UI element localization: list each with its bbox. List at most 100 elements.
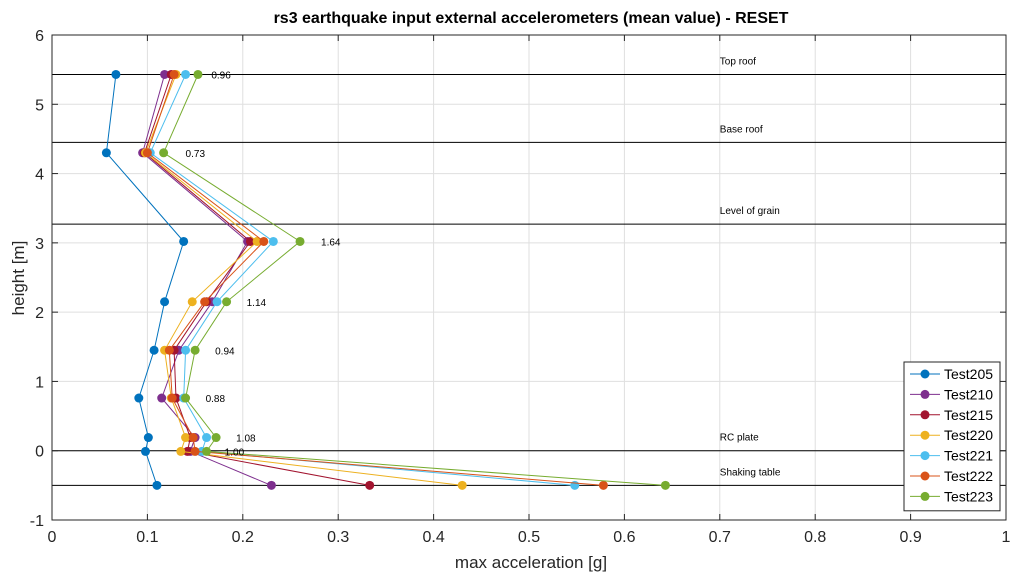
data-point — [259, 236, 269, 246]
data-point — [365, 480, 375, 490]
x-axis-label: max acceleration [g] — [455, 553, 607, 572]
reference-lines: Top roof Base roof Level of grain RC plate S… — [52, 56, 1006, 486]
data-point — [598, 480, 608, 490]
ratio-label: 1.00 — [225, 447, 245, 458]
legend-label: Test223 — [944, 488, 993, 504]
x-tick-label: 0.3 — [327, 529, 349, 546]
ratio-label: 0.88 — [206, 394, 226, 405]
y-tick-label: 5 — [35, 97, 44, 114]
ratio-label: 1.08 — [236, 434, 256, 445]
y-tick-label: 1 — [35, 374, 44, 391]
legend-label: Test222 — [944, 468, 993, 484]
data-point — [143, 433, 153, 443]
data-point — [211, 433, 221, 443]
data-point — [187, 297, 197, 307]
y-tick-label: 0 — [35, 444, 44, 461]
data-point — [160, 297, 170, 307]
legend-marker — [920, 369, 930, 379]
legend[interactable]: Test205 Test210 Test215 Test220 Test221 Test2… — [903, 361, 1001, 512]
data-point — [245, 236, 255, 246]
y-tick-label: 2 — [35, 305, 44, 322]
series-group — [101, 69, 670, 490]
legend-label: Test210 — [944, 386, 993, 402]
legend-item: Test210 — [910, 386, 993, 402]
data-point — [202, 446, 212, 456]
legend-marker — [920, 471, 930, 481]
data-point — [222, 297, 232, 307]
x-tick-label: 0.4 — [422, 529, 444, 546]
data-point — [149, 345, 159, 355]
legend-item: Test223 — [910, 488, 993, 504]
x-tick-label: 0.6 — [613, 529, 635, 546]
data-point — [295, 236, 305, 246]
ratio-label: 0.73 — [186, 149, 206, 160]
data-point — [181, 69, 191, 79]
legend-item: Test205 — [910, 366, 993, 382]
legend-label: Test205 — [944, 366, 993, 382]
data-point — [176, 446, 186, 456]
y-tick-label: 6 — [35, 28, 44, 45]
reference-line-label: Base roof — [720, 124, 763, 135]
x-tick-label: 0 — [48, 529, 57, 546]
data-point — [164, 345, 174, 355]
series-test222 — [142, 69, 608, 490]
ratio-label: 1.64 — [321, 237, 341, 248]
data-point — [190, 446, 200, 456]
ratio-label: 0.96 — [211, 70, 231, 81]
data-point — [182, 446, 192, 456]
legend-marker — [920, 430, 930, 440]
data-point — [157, 393, 167, 403]
ratio-annotations: 0.96 0.73 1.64 1.14 0.94 0.88 1.08 1.00 — [186, 70, 341, 458]
data-point — [101, 148, 111, 158]
x-tick-label: 0.7 — [709, 529, 731, 546]
data-point — [181, 345, 191, 355]
data-point — [202, 433, 212, 443]
data-point — [152, 480, 162, 490]
legend-marker — [920, 389, 930, 399]
data-point — [160, 69, 170, 79]
legend-marker — [920, 410, 930, 420]
data-point — [193, 69, 203, 79]
reference-line-label: RC plate — [720, 433, 759, 444]
y-tick-label: -1 — [30, 513, 44, 530]
legend-marker — [920, 451, 930, 461]
legend-item: Test221 — [910, 448, 993, 464]
x-tick-label: 0.2 — [232, 529, 254, 546]
y-axis-label: height [m] — [9, 241, 28, 316]
data-point — [134, 393, 144, 403]
x-tick-label: 0.1 — [136, 529, 158, 546]
chart-title: rs3 earthquake input external accelerome… — [274, 10, 789, 27]
data-point — [200, 297, 210, 307]
data-point — [268, 236, 278, 246]
reference-line-label: Level of grain — [720, 206, 780, 217]
data-point — [190, 345, 200, 355]
legend-marker — [920, 491, 930, 501]
data-point — [212, 297, 222, 307]
x-tick-label: 0.5 — [518, 529, 540, 546]
data-point — [111, 69, 121, 79]
series-test221 — [145, 69, 580, 490]
x-tick-label: 0.9 — [899, 529, 921, 546]
reference-line-label: Shaking table — [720, 467, 781, 478]
series-test205 — [101, 69, 189, 490]
y-tick-label: 3 — [35, 236, 44, 253]
x-tick-label: 0.8 — [804, 529, 826, 546]
legend-label: Test215 — [944, 407, 993, 423]
reference-line-label: Top roof — [720, 56, 756, 67]
data-point — [660, 480, 670, 490]
ratio-label: 0.94 — [215, 346, 235, 357]
series-test223 — [159, 69, 670, 490]
data-point — [179, 236, 189, 246]
data-point — [457, 480, 467, 490]
data-point — [266, 480, 276, 490]
data-point — [188, 433, 198, 443]
legend-item: Test215 — [910, 407, 993, 423]
data-point — [181, 433, 191, 443]
ratio-label: 1.14 — [247, 298, 267, 309]
data-point — [570, 480, 580, 490]
data-point — [142, 148, 152, 158]
data-point — [140, 446, 150, 456]
data-point — [167, 393, 177, 403]
